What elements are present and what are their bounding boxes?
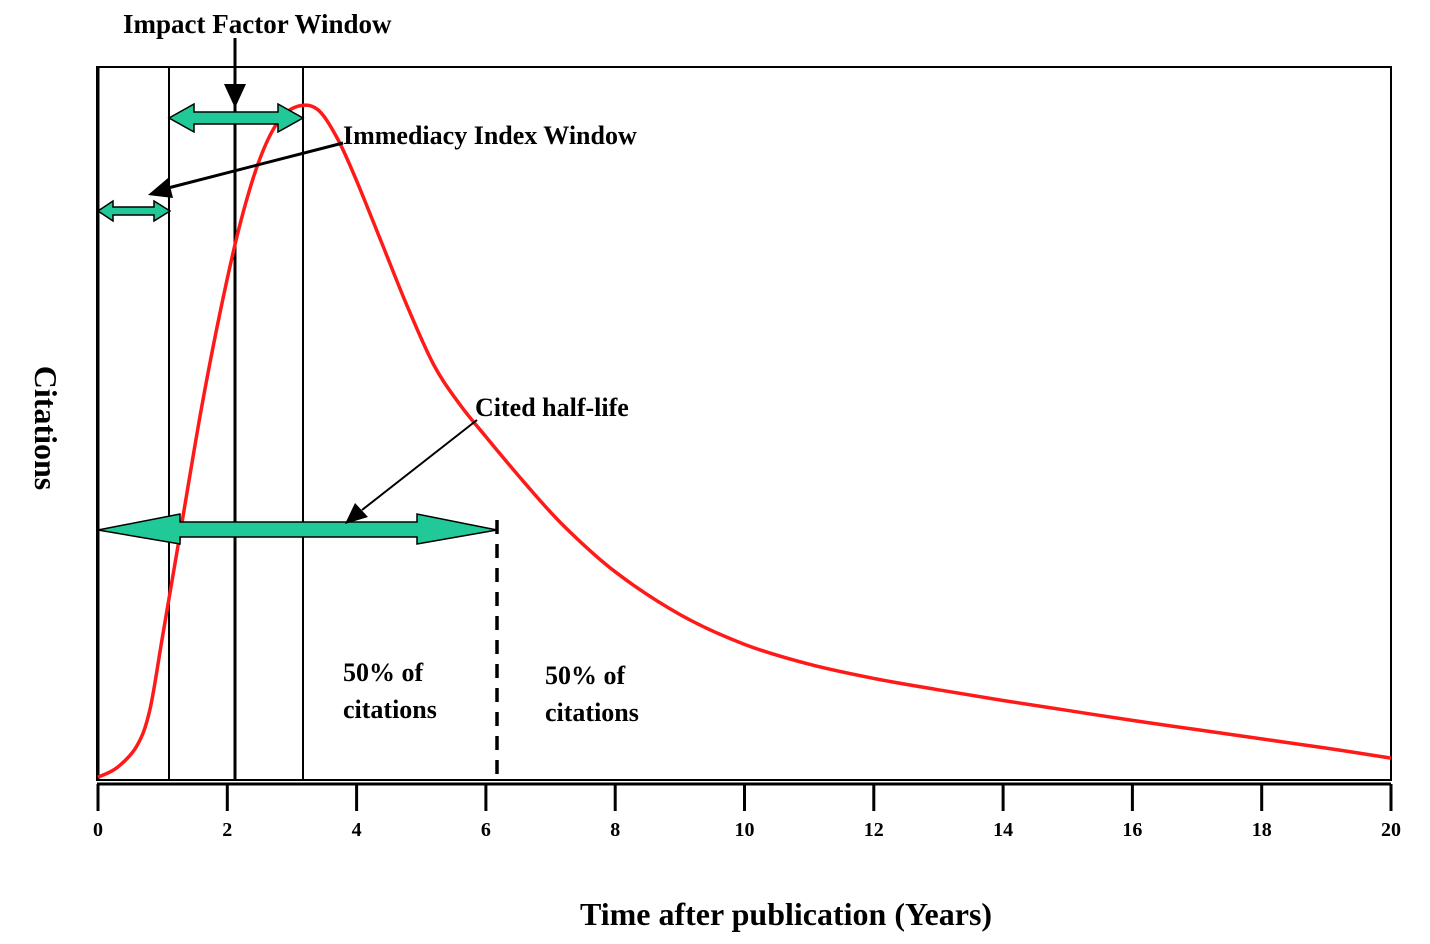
plot-frame <box>96 66 1392 781</box>
x-axis-ticks: 0 2 4 6 8 10 12 14 16 18 20 <box>93 784 1401 841</box>
x-tick-label: 14 <box>993 819 1013 841</box>
immediacy-pointer-head <box>148 178 173 198</box>
right-percent-line1: 50% of <box>545 661 626 690</box>
cited-half-life-label: Cited half-life <box>475 393 629 422</box>
citation-curve <box>97 103 1392 779</box>
half-life-pointer-head <box>345 503 368 524</box>
x-tick-label: 6 <box>481 819 491 841</box>
impact-factor-window-label: Impact Factor Window <box>123 9 392 39</box>
y-axis-title: Citations <box>28 366 64 490</box>
left-percent-line1: 50% of <box>343 658 424 687</box>
left-percent-line2: citations <box>343 695 437 724</box>
x-tick-label: 4 <box>352 819 362 841</box>
x-axis-title: Time after publication (Years) <box>580 896 992 932</box>
immediacy-index-window-label: Immediacy Index Window <box>343 121 637 150</box>
immediacy-window-arrow <box>96 199 172 223</box>
x-tick-label: 12 <box>864 819 884 841</box>
x-tick-label: 8 <box>610 819 620 841</box>
x-tick-label: 18 <box>1252 819 1272 841</box>
impact-factor-pointer-head <box>224 84 246 108</box>
x-tick-label: 0 <box>93 819 103 841</box>
half-life-arrow <box>97 513 498 545</box>
x-tick-label: 20 <box>1381 819 1401 841</box>
half-life-pointer-line <box>361 419 478 511</box>
x-tick-label: 2 <box>222 819 232 841</box>
x-tick-label: 10 <box>735 819 755 841</box>
immediacy-pointer-line <box>167 141 344 190</box>
x-tick-label: 16 <box>1122 819 1142 841</box>
right-percent-line2: citations <box>545 698 639 727</box>
impact-window-arrow <box>167 102 305 134</box>
